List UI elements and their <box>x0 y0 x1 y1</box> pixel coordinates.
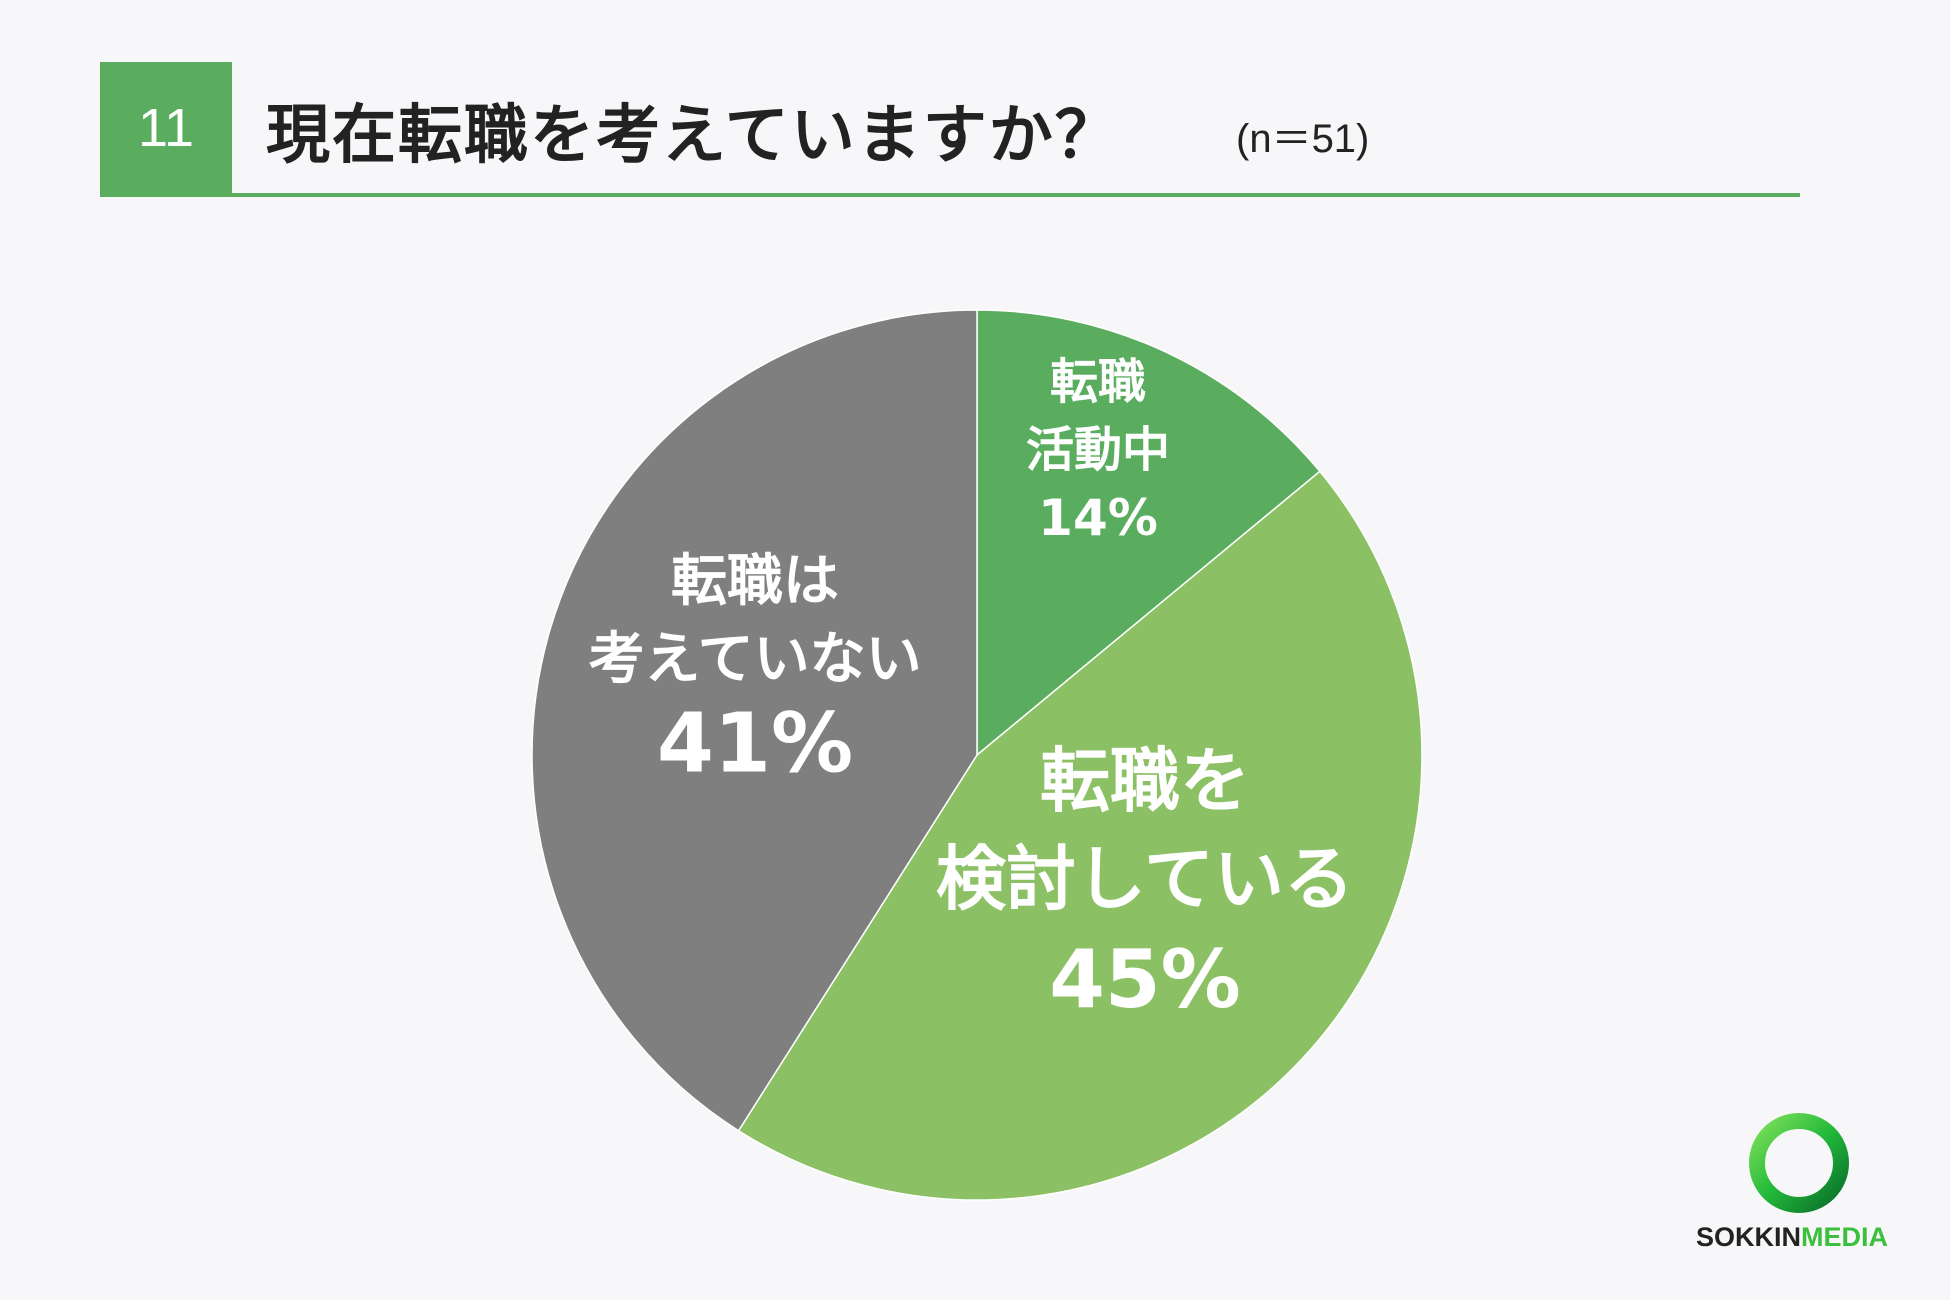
slice-value-2: 45% <box>1049 933 1240 1026</box>
chart-title: 現在転職を考えていますか？ <box>266 99 1121 173</box>
pie-slice-2 <box>737 470 1423 1201</box>
pie-slice-1 <box>976 309 1321 757</box>
question-number-badge: 11 <box>100 62 232 194</box>
slice-label-1-line-2: 活動中 <box>1026 422 1170 478</box>
slice-label-3-line-2: 考えていない <box>588 627 921 692</box>
slice-label-2-line-1: 転職を <box>1040 740 1250 822</box>
pie-slice-3 <box>531 309 978 1132</box>
logo-wordmark-part2: MEDIA <box>1801 1222 1889 1252</box>
sample-size-label: (n＝51) <box>1236 117 1370 161</box>
brand-logo: SOKKINMEDIA <box>1696 1108 1906 1258</box>
slice-value-3: 41% <box>657 697 853 792</box>
header-divider <box>100 193 1800 197</box>
logo-ring-icon <box>1749 1113 1849 1213</box>
slice-value-1: 14% <box>1038 489 1158 547</box>
chart-header: 11 現在転職を考えていますか？ (n＝51) <box>100 62 1800 198</box>
logo-wordmark: SOKKINMEDIA <box>1696 1222 1888 1253</box>
question-number: 11 <box>137 98 195 158</box>
slice-label-3-line-1: 転職は <box>671 549 839 614</box>
slice-label-2-line-2: 検討している <box>936 838 1354 920</box>
slice-label-1-line-1: 転職 <box>1050 354 1146 410</box>
logo-wordmark-part1: SOKKIN <box>1696 1222 1802 1252</box>
